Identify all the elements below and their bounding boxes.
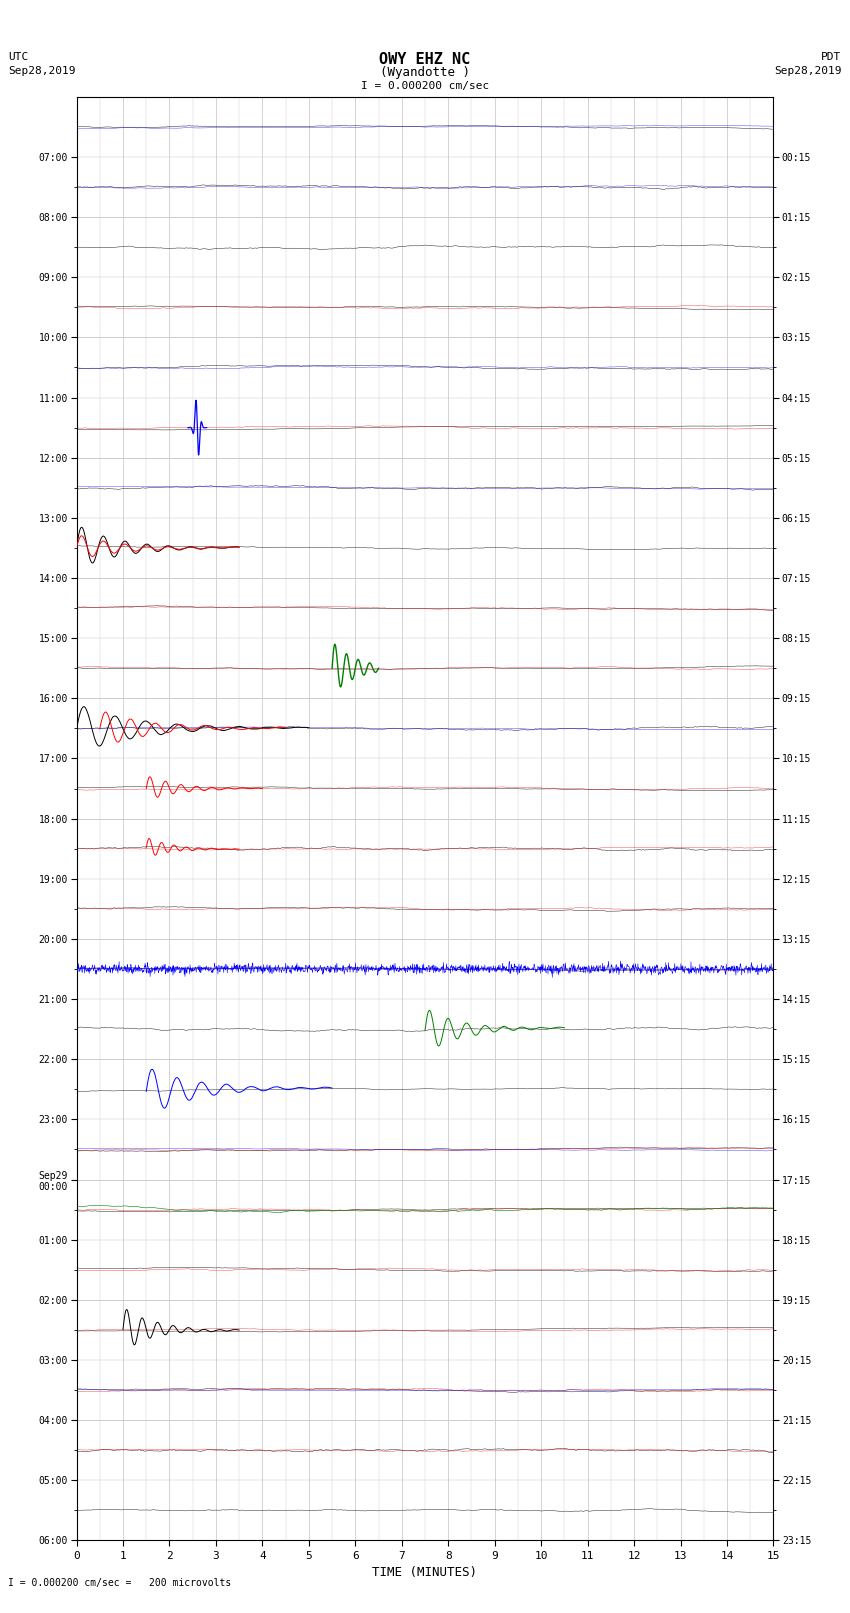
- Text: I = 0.000200 cm/sec: I = 0.000200 cm/sec: [361, 81, 489, 90]
- Text: UTC: UTC: [8, 52, 29, 61]
- Text: Sep28,2019: Sep28,2019: [8, 66, 76, 76]
- Text: Sep28,2019: Sep28,2019: [774, 66, 842, 76]
- Text: I = 0.000200 cm/sec =   200 microvolts: I = 0.000200 cm/sec = 200 microvolts: [8, 1578, 232, 1587]
- X-axis label: TIME (MINUTES): TIME (MINUTES): [372, 1566, 478, 1579]
- Text: OWY EHZ NC: OWY EHZ NC: [379, 52, 471, 66]
- Text: PDT: PDT: [821, 52, 842, 61]
- Text: (Wyandotte ): (Wyandotte ): [380, 66, 470, 79]
